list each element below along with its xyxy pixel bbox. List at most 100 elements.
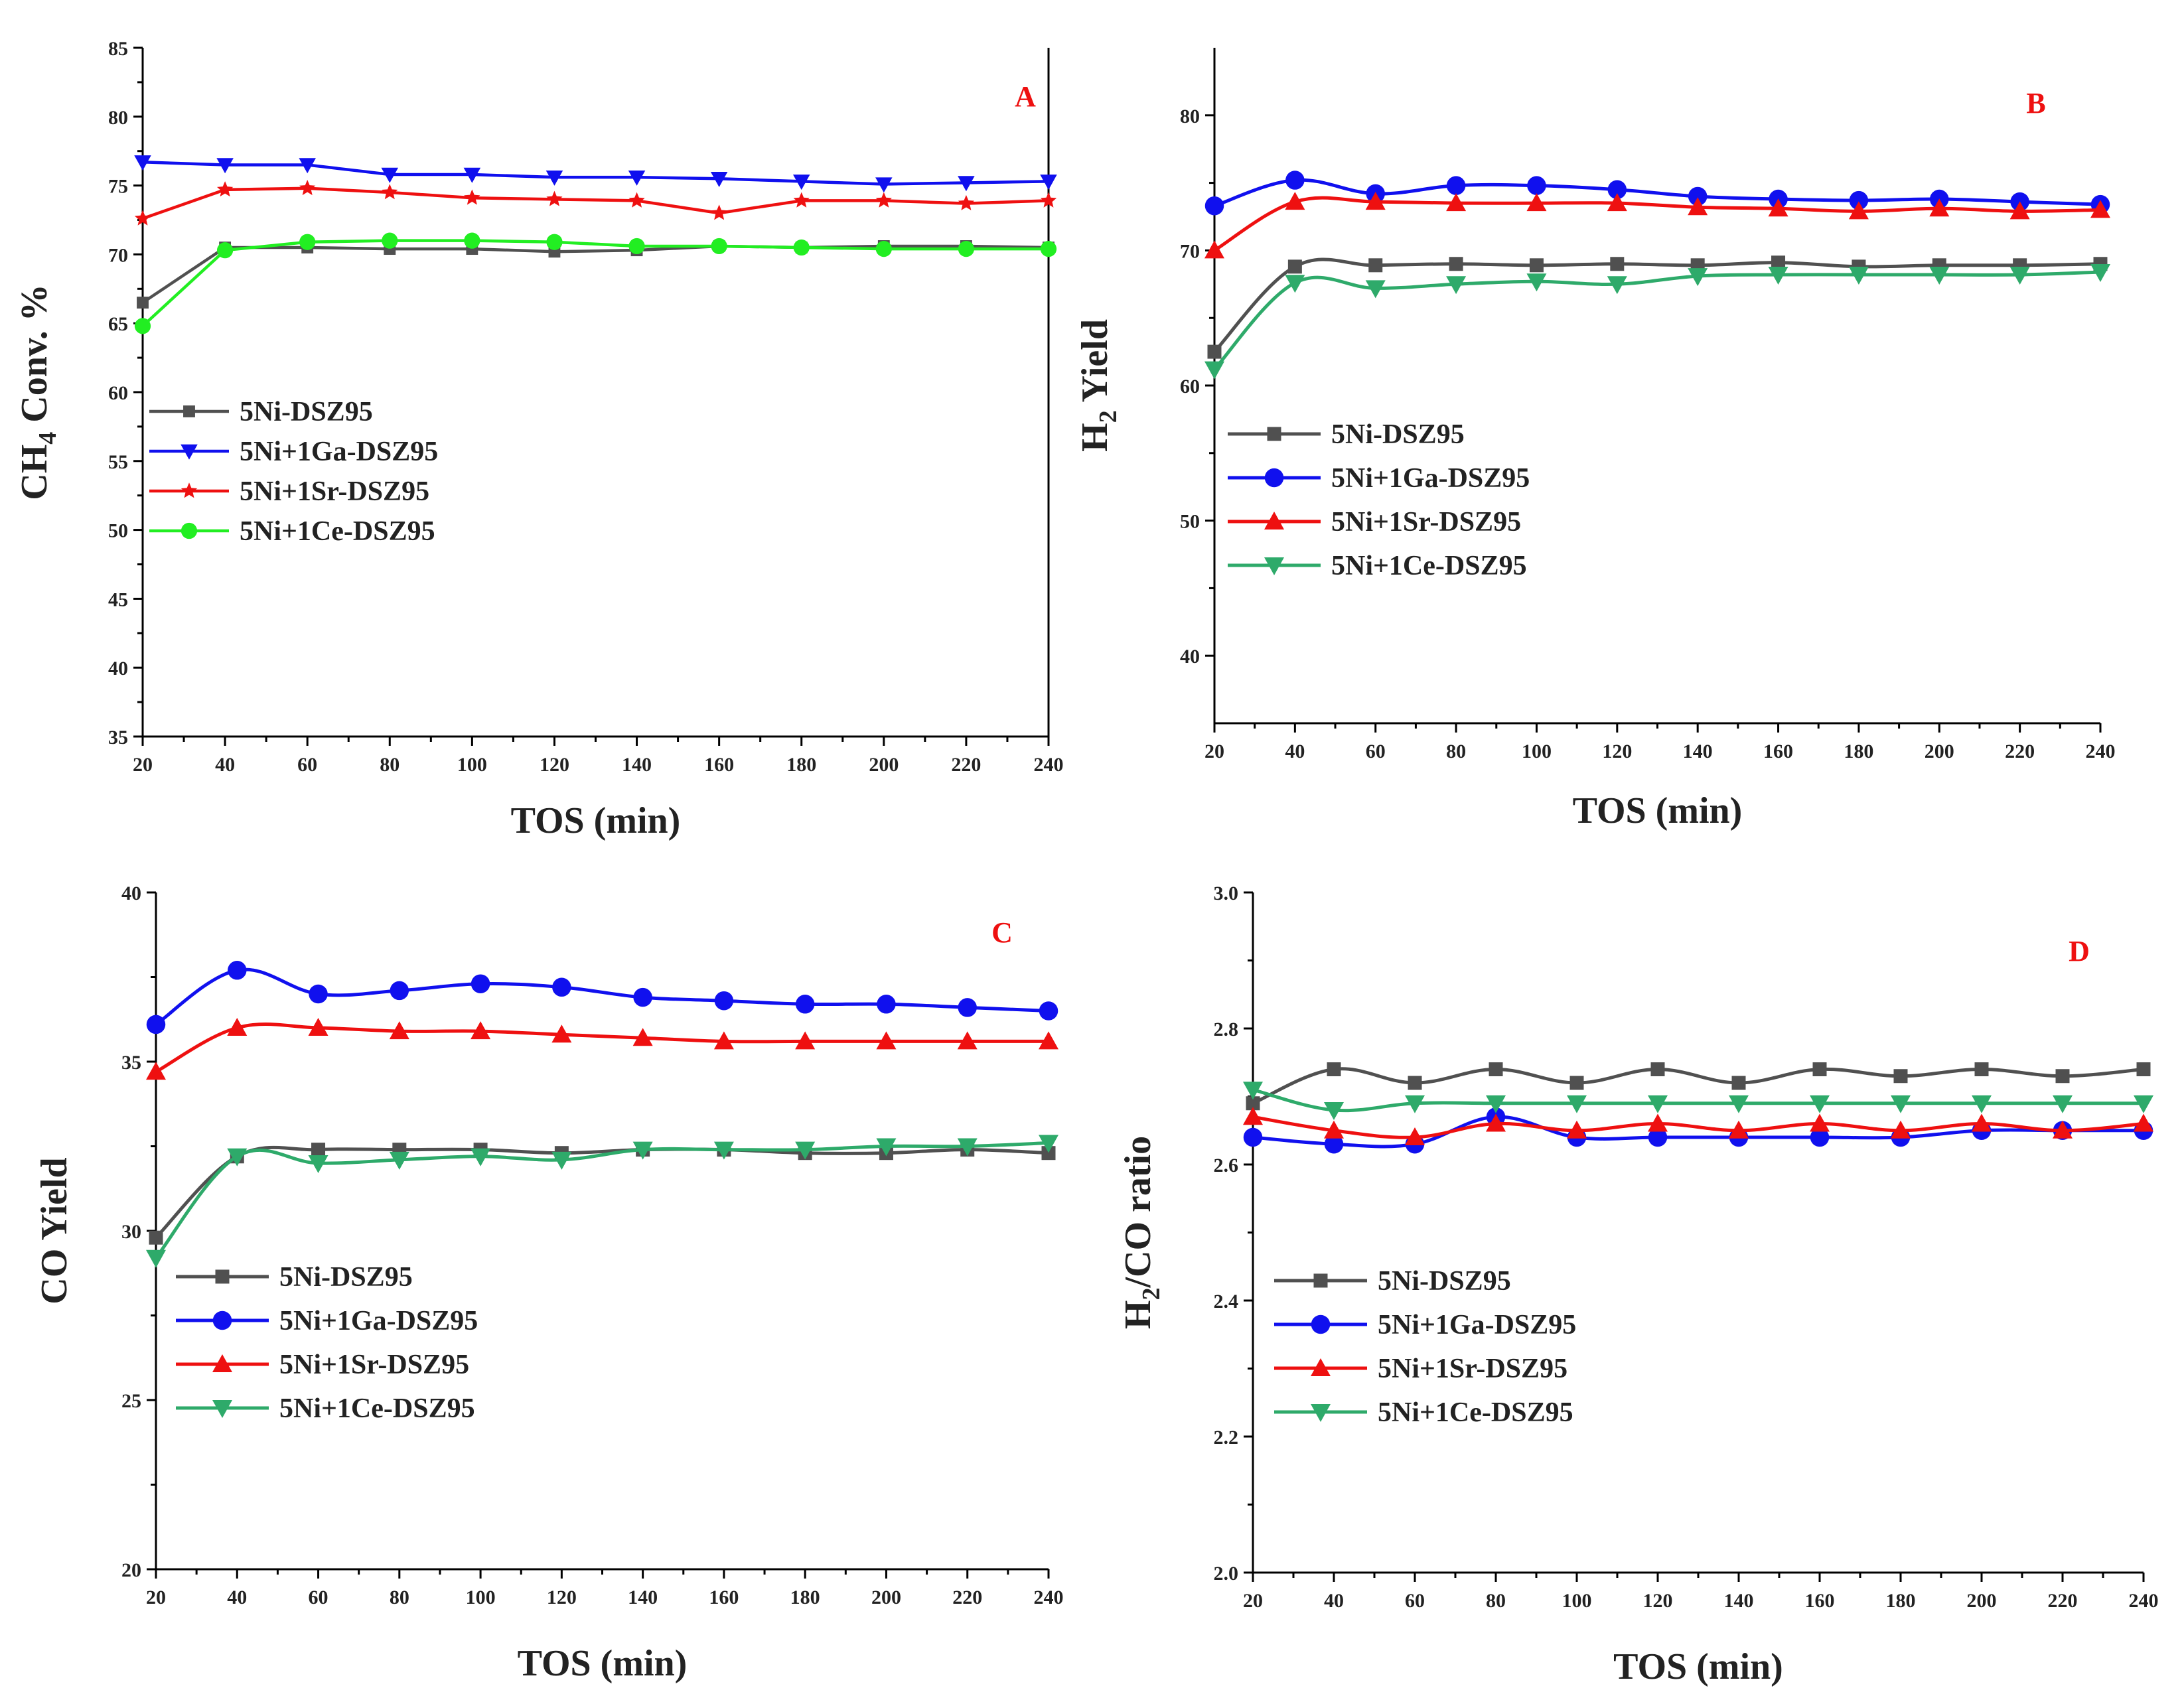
data-point bbox=[1040, 240, 1057, 257]
x-tick-label: 160 bbox=[704, 754, 734, 776]
data-point bbox=[1849, 190, 1869, 210]
x-tick-label: 40 bbox=[227, 1587, 247, 1608]
data-point bbox=[714, 991, 734, 1011]
series-5ni-1ce-dsz95 bbox=[1204, 263, 2110, 380]
x-tick-label: 140 bbox=[1724, 1590, 1754, 1612]
series-line bbox=[1252, 1115, 2144, 1149]
series-line bbox=[142, 186, 1049, 220]
legend-label: 5Ni-DSZ95 bbox=[1378, 1266, 1511, 1297]
x-tick-label: 160 bbox=[1805, 1590, 1835, 1612]
data-point bbox=[1650, 1062, 1665, 1076]
data-point bbox=[464, 232, 480, 249]
y-tick-label: 35 bbox=[108, 727, 128, 748]
series-line bbox=[155, 1022, 1049, 1074]
chart-panel-b: 20 40 60 80 100 120 140 160 180 200 220 240 40 50 60 70… bbox=[1074, 48, 2116, 831]
data-point bbox=[711, 238, 727, 255]
data-point bbox=[2009, 267, 2030, 285]
legend-label: 5Ni+1Ga-DSZ95 bbox=[240, 437, 438, 467]
x-tick-label: 20 bbox=[146, 1587, 166, 1608]
data-point bbox=[1285, 192, 1305, 210]
legend-label: 5Ni-DSZ95 bbox=[240, 397, 373, 427]
data-point bbox=[1204, 361, 1224, 380]
series-line bbox=[141, 239, 1049, 328]
data-point bbox=[2055, 1069, 2070, 1084]
x-tick-label: 20 bbox=[1204, 741, 1224, 762]
x-tick-label: 60 bbox=[1405, 1590, 1425, 1612]
data-point bbox=[299, 180, 316, 196]
y-tick-label: 70 bbox=[1180, 240, 1200, 262]
data-point bbox=[1526, 273, 1547, 292]
x-tick-label: 140 bbox=[1683, 741, 1713, 762]
data-point bbox=[134, 318, 151, 334]
legend-item: 5Ni+1Ce-DSZ95 bbox=[149, 516, 435, 547]
panel-letter: B bbox=[2026, 87, 2045, 119]
series-line bbox=[142, 161, 1049, 186]
data-point bbox=[2053, 1095, 2073, 1113]
data-point bbox=[546, 234, 563, 250]
data-point bbox=[308, 1018, 328, 1036]
legend-marker bbox=[1311, 1314, 1331, 1334]
data-point bbox=[1567, 1095, 1587, 1113]
data-point bbox=[308, 1155, 328, 1173]
legend-marker bbox=[212, 1310, 232, 1330]
data-point bbox=[1040, 192, 1057, 208]
legend-item: 5Ni+1Ga-DSZ95 bbox=[149, 437, 438, 467]
data-point bbox=[1648, 1113, 1668, 1132]
data-point bbox=[958, 240, 975, 257]
data-point bbox=[146, 1249, 166, 1268]
y-axis-title: CO Yield bbox=[34, 1157, 75, 1304]
y-tick-label: 60 bbox=[108, 382, 128, 404]
x-tick-label: 60 bbox=[309, 1587, 328, 1608]
y-axis-title: CH4 Conv. % bbox=[14, 284, 62, 500]
data-point bbox=[1731, 1076, 1746, 1090]
legend-label: 5Ni+1Sr-DSZ95 bbox=[279, 1350, 469, 1380]
data-point bbox=[1771, 255, 1786, 270]
legend-item: 5Ni+1Sr-DSZ95 bbox=[176, 1350, 469, 1380]
data-point bbox=[309, 984, 328, 1004]
x-tick-label: 140 bbox=[628, 1587, 658, 1608]
legend-item: 5Ni+1Ga-DSZ95 bbox=[1228, 463, 1530, 494]
data-point bbox=[1891, 1120, 1911, 1139]
data-point bbox=[1039, 1001, 1058, 1021]
y-tick-label: 70 bbox=[108, 244, 128, 266]
legend-item: 5Ni+1Ce-DSZ95 bbox=[176, 1393, 475, 1424]
data-point bbox=[1607, 193, 1627, 212]
y-tick-label: 25 bbox=[121, 1390, 141, 1412]
series-line bbox=[1252, 1067, 2144, 1105]
data-point bbox=[227, 1018, 248, 1036]
legend-label: 5Ni+1Ga-DSZ95 bbox=[279, 1306, 478, 1336]
data-point bbox=[2053, 1120, 2073, 1139]
data-point bbox=[216, 242, 234, 259]
y-tick-label: 40 bbox=[1180, 646, 1200, 668]
data-point bbox=[795, 995, 815, 1014]
legend-marker bbox=[181, 482, 198, 498]
data-point bbox=[1324, 1102, 1344, 1120]
legend-label: 5Ni+1Ce-DSZ95 bbox=[279, 1393, 475, 1424]
data-point bbox=[1569, 1076, 1584, 1090]
y-tick-label: 75 bbox=[108, 176, 128, 198]
legend-marker bbox=[1267, 427, 1281, 441]
legend-marker bbox=[1311, 1404, 1331, 1422]
y-axis-title: H2/CO ratio bbox=[1118, 1136, 1165, 1329]
data-point bbox=[1287, 259, 1302, 274]
data-point bbox=[958, 998, 977, 1017]
legend-marker bbox=[183, 405, 195, 417]
y-tick-label: 40 bbox=[121, 882, 141, 904]
data-point bbox=[1610, 257, 1625, 271]
data-point bbox=[1486, 1113, 1506, 1132]
legend-item: 5Ni-DSZ95 bbox=[176, 1262, 413, 1293]
data-point bbox=[1729, 1095, 1749, 1113]
x-tick-label: 240 bbox=[2129, 1590, 2159, 1612]
data-point bbox=[633, 987, 652, 1007]
x-tick-label: 120 bbox=[547, 1587, 577, 1608]
x-tick-label: 40 bbox=[1324, 1590, 1344, 1612]
legend-item: 5Ni+1Ga-DSZ95 bbox=[176, 1306, 478, 1336]
data-point bbox=[1893, 1069, 1908, 1084]
data-point bbox=[792, 175, 810, 190]
data-point bbox=[1285, 275, 1305, 293]
y-tick-label: 2.0 bbox=[1214, 1563, 1239, 1585]
y-tick-label: 45 bbox=[108, 589, 128, 610]
data-point bbox=[2009, 201, 2030, 220]
x-tick-label: 40 bbox=[215, 754, 235, 776]
